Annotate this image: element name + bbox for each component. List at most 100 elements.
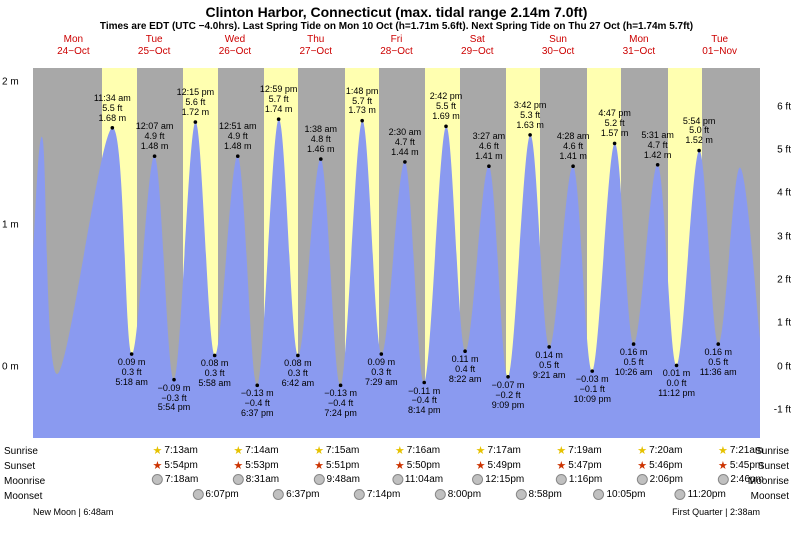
y-tick-ft: 6 ft <box>777 101 791 112</box>
y-tick-m: 0 m <box>2 361 19 372</box>
low-tide-label: 0.16 m0.5 ft10:26 am <box>615 348 653 378</box>
tide-point <box>506 375 510 379</box>
footer-time: 7:14am <box>245 445 278 456</box>
footer-label: Sunrise <box>0 446 54 457</box>
high-tide-label: 11:34 am5.5 ft1.68 m <box>94 94 131 124</box>
day-header: Mon31−Oct <box>598 34 679 58</box>
high-tide-label: 2:30 am4.7 ft1.44 m <box>389 128 422 158</box>
moon-icon <box>593 489 604 500</box>
footer-time: 7:15am <box>326 445 359 456</box>
low-tide-label: −0.03 m−0.1 ft10:09 pm <box>573 375 611 405</box>
footer-cell: 7:18am <box>152 474 198 485</box>
moon-icon <box>637 474 648 485</box>
footer-time: 11:20pm <box>688 489 726 500</box>
footer-label: Moonset <box>0 491 54 502</box>
footer-cell: ★5:45pm <box>718 459 763 472</box>
tide-point <box>463 349 467 353</box>
moon-icon <box>392 474 403 485</box>
footer-time: 5:51pm <box>326 460 359 471</box>
footer-cell: ★5:47pm <box>556 459 601 472</box>
footer-cell: 8:00pm <box>435 489 481 500</box>
tide-area <box>33 119 760 438</box>
tide-point <box>296 354 300 358</box>
sunset-icon: ★ <box>476 459 486 472</box>
footer-cell: 6:37pm <box>273 489 319 500</box>
high-tide-label: 4:28 am4.6 ft1.41 m <box>557 132 590 162</box>
footer-time: 5:45pm <box>730 460 763 471</box>
high-tide-label: 5:31 am4.7 ft1.42 m <box>641 131 674 161</box>
y-tick-ft: -1 ft <box>774 405 791 416</box>
tide-point <box>656 163 660 167</box>
low-tide-label: 0.09 m0.3 ft5:18 am <box>115 358 148 388</box>
footer-time: 7:13am <box>164 445 197 456</box>
footer-time: 5:47pm <box>568 460 601 471</box>
tide-point <box>547 345 551 349</box>
footer-time: 2:06pm <box>650 474 683 485</box>
low-tide-label: −0.07 m−0.2 ft9:09 pm <box>492 381 525 411</box>
footer-row-moonrise: Moonrise7:18am8:31am9:48am11:04am12:15pm… <box>0 474 793 489</box>
footer-label: Sunset <box>0 461 54 472</box>
day-header: Wed26−Oct <box>195 34 276 58</box>
moon-icon <box>675 489 686 500</box>
high-tide-label: 5:54 pm5.0 ft1.52 m <box>683 117 716 147</box>
moon-icon <box>152 474 163 485</box>
day-header: Tue25−Oct <box>114 34 195 58</box>
tide-point <box>528 133 532 137</box>
sunset-icon: ★ <box>233 459 243 472</box>
footer-cell: ★7:17am <box>476 444 521 457</box>
high-tide-label: 12:59 pm5.7 ft1.74 m <box>260 85 298 115</box>
moon-icon <box>515 489 526 500</box>
footer-time: 1:16pm <box>569 474 602 485</box>
footer-cell: ★5:51pm <box>314 459 359 472</box>
sunset-icon: ★ <box>153 459 163 472</box>
footer-time: 11:04am <box>405 474 443 485</box>
footer-cells: 7:18am 8:31am 9:48am 11:04am 12:15pm 1:16pm 2:… <box>54 474 739 489</box>
footer-cells: ★7:13am★7:14am★7:15am★7:16am★7:17am★7:19… <box>54 444 739 459</box>
sunrise-icon: ★ <box>637 444 647 457</box>
sunset-icon: ★ <box>314 459 324 472</box>
moon-icon <box>556 474 567 485</box>
day-header: Thu27−Oct <box>275 34 356 58</box>
footer-cell: 2:06pm <box>637 474 683 485</box>
day-header: Sat29−Oct <box>437 34 518 58</box>
high-tide-label: 2:42 pm5.5 ft1.69 m <box>430 92 463 122</box>
high-tide-label: 1:48 pm5.7 ft1.73 m <box>346 87 379 117</box>
high-tide-label: 12:07 am4.9 ft1.48 m <box>136 122 174 152</box>
moon-phase-label: First Quarter | 2:38am <box>672 507 760 517</box>
moon-icon <box>233 474 244 485</box>
sunset-icon: ★ <box>637 459 647 472</box>
y-tick-ft: 3 ft <box>777 231 791 242</box>
footer-cell: ★5:49pm <box>476 459 521 472</box>
low-tide-label: 0.14 m0.5 ft9:21 am <box>533 351 566 381</box>
moon-icon <box>435 489 446 500</box>
sun-moon-footer: Sunrise★7:13am★7:14am★7:15am★7:16am★7:17… <box>0 444 793 517</box>
footer-time: 2:46pm <box>730 474 763 485</box>
footer-cell: 8:58pm <box>515 489 561 500</box>
tide-point <box>444 125 448 129</box>
sunrise-icon: ★ <box>233 444 243 457</box>
footer-cell: 12:15pm <box>472 474 524 485</box>
footer-cell: ★7:15am <box>314 444 359 457</box>
chart-subtitle: Times are EDT (UTC −4.0hrs). Last Spring… <box>0 20 793 34</box>
footer-cell: 10:05pm <box>593 489 645 500</box>
footer-cell: 2:46pm <box>717 474 763 485</box>
moon-icon <box>472 474 483 485</box>
moon-phase-row: New Moon | 6:48amFirst Quarter | 2:38am <box>0 507 793 517</box>
footer-time: 9:48am <box>327 474 360 485</box>
low-tide-label: −0.09 m−0.3 ft5:54 pm <box>158 384 191 414</box>
footer-cell: ★7:16am <box>395 444 440 457</box>
footer-time: 7:20am <box>649 445 682 456</box>
footer-label-right: Moonset <box>739 491 793 502</box>
footer-cell: 8:31am <box>233 474 279 485</box>
low-tide-label: 0.09 m0.3 ft7:29 am <box>365 358 398 388</box>
moon-icon <box>192 489 203 500</box>
sunrise-icon: ★ <box>556 444 566 457</box>
high-tide-label: 1:38 am4.8 ft1.46 m <box>305 125 338 155</box>
footer-time: 7:17am <box>488 445 521 456</box>
footer-time: 6:37pm <box>286 489 319 500</box>
footer-time: 6:07pm <box>205 489 238 500</box>
tide-point <box>194 120 198 124</box>
tide-point <box>255 384 259 388</box>
tide-point <box>339 384 343 388</box>
footer-time: 8:31am <box>246 474 279 485</box>
